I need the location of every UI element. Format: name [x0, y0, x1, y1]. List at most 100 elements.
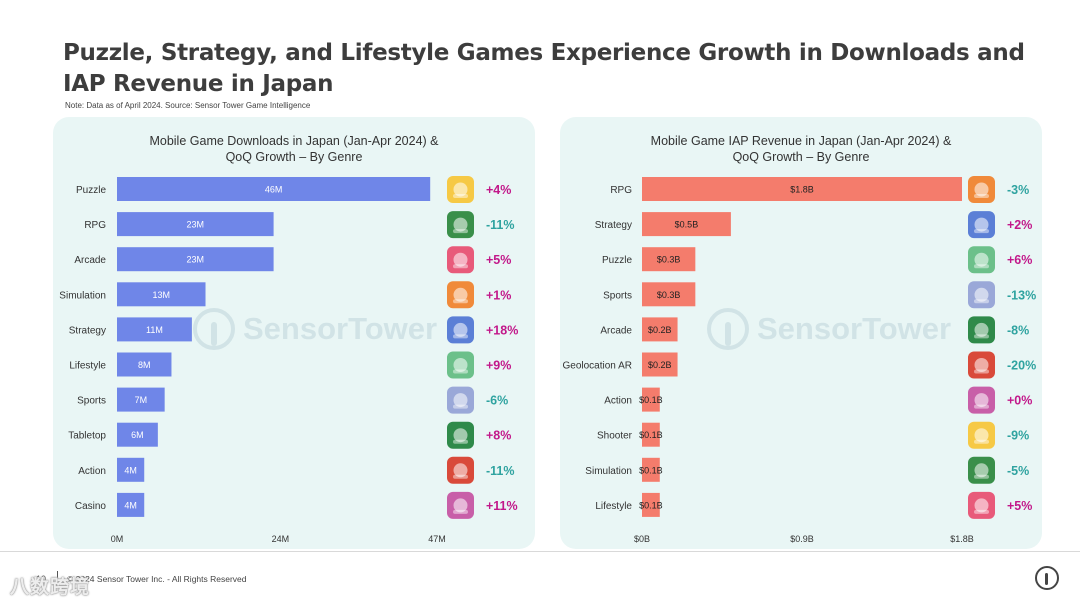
puzzle-game-icon — [968, 246, 995, 274]
growth-label: +6% — [1007, 253, 1032, 267]
growth-label: +5% — [486, 253, 511, 267]
bar-value-label: $0.5B — [675, 220, 699, 230]
category-label: Sports — [77, 396, 106, 407]
category-label: Puzzle — [76, 185, 106, 196]
revenue-chart-title: Mobile Game IAP Revenue in Japan (Jan-Ap… — [560, 133, 1042, 165]
category-label: Simulation — [585, 466, 632, 477]
bar-value-label: $0.1B — [639, 395, 663, 405]
bar — [117, 282, 206, 307]
growth-label: -20% — [1007, 359, 1036, 373]
action-game-icon — [447, 456, 474, 484]
x-tick-label: $0B — [634, 534, 650, 544]
growth-label: +2% — [1007, 218, 1032, 232]
bar-value-label: 8M — [138, 360, 151, 370]
x-tick-label: 24M — [272, 534, 290, 544]
geolocation-ar-game-icon — [968, 351, 995, 379]
bar-value-label: 11M — [146, 325, 163, 335]
bar — [117, 212, 274, 237]
bar — [117, 177, 431, 201]
category-label: Strategy — [595, 220, 632, 231]
bar-value-label: $1.8B — [790, 185, 814, 195]
copyright-text: © 2024 Sensor Tower Inc. - All Rights Re… — [67, 574, 247, 584]
growth-label: +0% — [1007, 394, 1032, 408]
downloads-chart-title-line2: QoQ Growth – By Genre — [225, 150, 363, 164]
growth-label: +4% — [486, 183, 511, 197]
page-title: Puzzle, Strategy, and Lifestyle Games Ex… — [63, 40, 1025, 97]
bar — [117, 247, 274, 272]
bar-value-label: 46M — [265, 185, 283, 195]
bar — [642, 387, 660, 412]
category-label: Action — [78, 466, 106, 477]
downloads-chart-panel: Mobile Game Downloads in Japan (Jan-Apr … — [53, 117, 535, 549]
bar — [642, 177, 962, 201]
growth-label: -8% — [1007, 323, 1029, 337]
corner-watermark: 八数跨境 — [10, 577, 91, 598]
growth-label: +5% — [1007, 499, 1032, 513]
simulation-game-icon — [447, 281, 474, 309]
bar-value-label: 6M — [131, 430, 144, 440]
growth-label: -3% — [1007, 183, 1029, 197]
bar — [642, 317, 678, 342]
bar-value-label: $0.1B — [639, 465, 663, 475]
source-note: Note: Data as of April 2024. Source: Sen… — [65, 101, 311, 110]
bar-value-label: 7M — [135, 395, 148, 405]
downloads-bar-chart: Puzzle 46M +4% RPG 23M -11% Arcade 23M +5% Simula… — [59, 176, 518, 544]
bar — [117, 317, 192, 342]
growth-label: -11% — [486, 218, 515, 232]
growth-label: +18% — [486, 323, 518, 337]
bar-value-label: $0.2B — [648, 360, 672, 370]
bar-value-label: $0.1B — [639, 430, 663, 440]
growth-label: +11% — [486, 499, 518, 513]
bar — [117, 457, 145, 482]
category-label: RPG — [84, 220, 106, 231]
category-label: Puzzle — [602, 255, 632, 266]
bar — [117, 492, 145, 517]
bar — [642, 352, 678, 377]
growth-label: -5% — [1007, 464, 1029, 478]
category-label: Arcade — [600, 325, 632, 336]
page-number: 10 — [36, 574, 47, 584]
category-label: Action — [604, 396, 632, 407]
growth-label: -9% — [1007, 429, 1029, 443]
sports-game-icon — [968, 281, 995, 309]
category-label: Tabletop — [68, 431, 106, 442]
bar-value-label: 4M — [124, 465, 137, 475]
category-label: Lifestyle — [69, 361, 106, 372]
bar-value-label: 13M — [152, 290, 170, 300]
category-label: Lifestyle — [595, 501, 632, 512]
rpg-game-icon — [968, 176, 995, 203]
bar — [642, 422, 660, 447]
category-label: Strategy — [69, 325, 106, 336]
category-label: Arcade — [74, 255, 106, 266]
shooter-game-icon — [968, 421, 995, 449]
x-tick-label: $1.8B — [950, 534, 974, 544]
sports-game-icon — [447, 386, 474, 414]
sensor-tower-footer-logo-icon — [1035, 566, 1059, 590]
bar — [117, 387, 165, 412]
growth-label: -13% — [1007, 288, 1036, 302]
growth-label: +1% — [486, 288, 511, 302]
strategy-game-icon — [447, 316, 474, 344]
bar-value-label: 4M — [124, 500, 137, 510]
revenue-bar-chart: RPG $1.8B -3% Strategy $0.5B +2% Puzzle $0.3B +6… — [563, 176, 1036, 544]
lifestyle-game-icon — [968, 491, 995, 519]
bar — [642, 212, 731, 237]
tabletop-game-icon — [447, 421, 474, 449]
bar-value-label: 23M — [187, 255, 205, 265]
growth-label: -11% — [486, 464, 515, 478]
bar-value-label: $0.3B — [657, 255, 681, 265]
revenue-chart-title-line1: Mobile Game IAP Revenue in Japan (Jan-Ap… — [650, 134, 952, 148]
rpg-game-icon — [447, 211, 474, 239]
downloads-chart-title: Mobile Game Downloads in Japan (Jan-Apr … — [53, 133, 535, 165]
lifestyle-game-icon — [447, 351, 474, 379]
arcade-game-icon — [968, 316, 995, 344]
growth-label: +9% — [486, 359, 511, 373]
bar — [117, 422, 158, 447]
strategy-game-icon — [968, 211, 995, 239]
bar-value-label: 23M — [187, 220, 205, 230]
category-label: Geolocation AR — [563, 361, 633, 372]
bar-value-label: $0.2B — [648, 325, 672, 335]
revenue-chart-panel: Mobile Game IAP Revenue in Japan (Jan-Ap… — [560, 117, 1042, 549]
x-tick-label: $0.9B — [790, 534, 814, 544]
footer-separator — [57, 571, 58, 585]
